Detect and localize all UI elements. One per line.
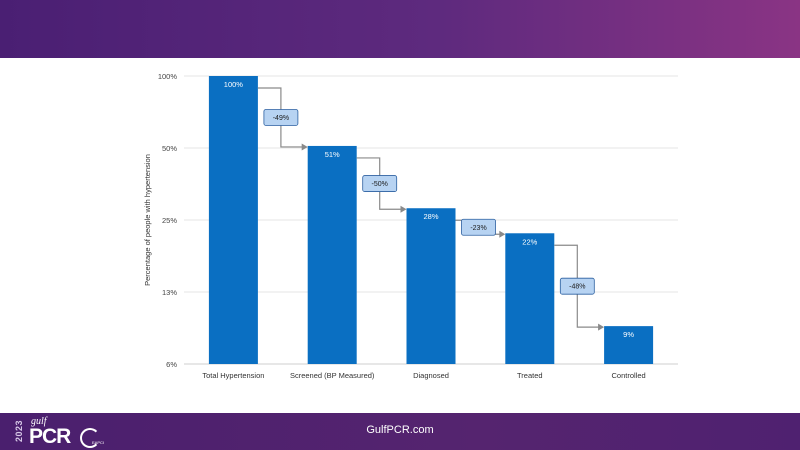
y-tick-label: 50% [162, 144, 177, 153]
step-arrows: -49% -50% -23% -48% [257, 87, 605, 331]
footer-url-link[interactable]: GulfPCR.com [366, 424, 434, 436]
step-change-label: -48% [569, 284, 585, 291]
step-change-label: -23% [470, 225, 486, 232]
y-tick-label: 13% [162, 288, 177, 297]
y-tick-label: 100% [158, 72, 178, 81]
arrowhead-icon [400, 205, 407, 213]
bar [307, 145, 357, 364]
arrowhead-icon [598, 323, 605, 331]
step-change-box [362, 175, 398, 192]
y-axis-label: Percentage of people with hypertension [143, 154, 152, 286]
y-axis-ticks: 100% 50% 25% 13% 6% [158, 72, 178, 369]
step-change-label: -49% [273, 115, 289, 122]
bar [208, 76, 258, 364]
bar-value-label: 28% [423, 212, 438, 221]
bar-value-label: 9% [623, 330, 634, 339]
y-tick-label: 25% [162, 216, 177, 225]
arrowhead-icon [499, 230, 506, 238]
bar [604, 326, 654, 364]
x-tick-label: Controlled [612, 371, 646, 380]
bar [406, 208, 456, 364]
bar-value-label: 51% [325, 150, 340, 159]
step-change-box [559, 277, 595, 295]
logo-mark-icon [80, 428, 100, 448]
bars: 100% 51% 28% 22% 9% [208, 76, 654, 364]
x-tick-label: Screened (BP Measured) [290, 371, 375, 380]
top-banner [0, 0, 800, 58]
bar-value-label: 100% [224, 80, 244, 89]
arrowhead-icon [301, 143, 308, 151]
x-tick-label: Diagnosed [413, 371, 449, 380]
gulfpcr-logo: 2023 gulf PCR EAPCI [14, 416, 105, 448]
x-tick-label: Total Hypertension [202, 371, 264, 380]
step-change-box [263, 109, 299, 126]
bar [505, 233, 555, 364]
footer-bar: 2023 gulf PCR EAPCI GulfPCR.com [0, 413, 800, 450]
x-axis-ticks: Total Hypertension Screened (BP Measured)… [202, 371, 645, 380]
bar-value-label: 22% [522, 237, 537, 246]
y-tick-label: 6% [166, 360, 177, 369]
step-change-label: -50% [372, 181, 388, 188]
x-tick-label: Treated [517, 371, 543, 380]
step-change-box [461, 218, 496, 236]
